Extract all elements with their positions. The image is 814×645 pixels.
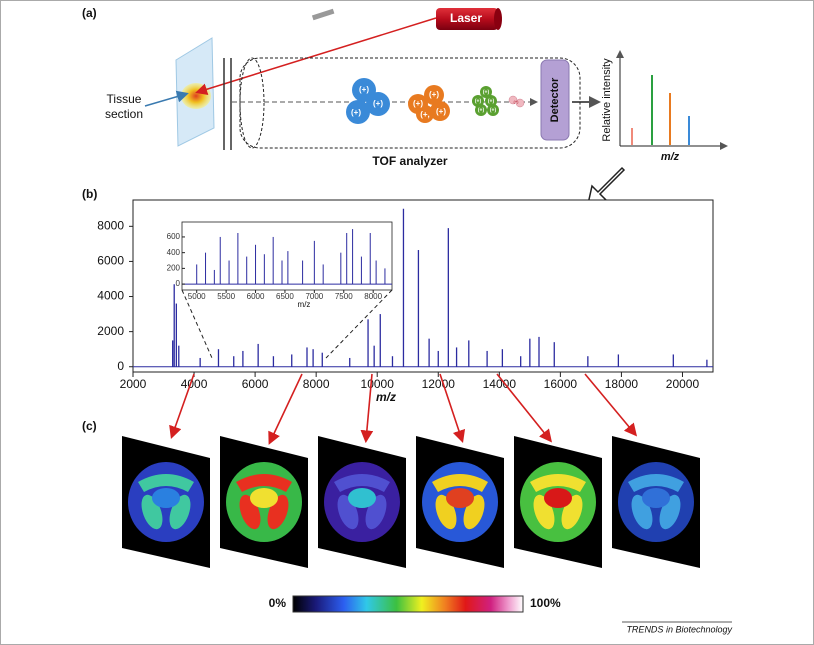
ion-label: (+) — [413, 99, 423, 108]
laser-beam — [195, 17, 437, 96]
arrow — [584, 373, 638, 437]
laser-end — [494, 8, 502, 30]
y-tick-label: 200 — [167, 263, 181, 272]
brain-region — [334, 474, 390, 492]
ion-label: (+) — [488, 98, 495, 104]
x-tick-label: 8000 — [303, 377, 330, 391]
credit: TRENDS in Biotechnology — [626, 624, 732, 634]
y-tick-label: 4000 — [97, 289, 124, 303]
arrow — [496, 373, 553, 443]
brain-core — [642, 488, 670, 508]
x-tick-label: 8000 — [364, 292, 382, 301]
brain-region — [236, 474, 292, 492]
axis-title: m/z — [298, 300, 311, 309]
x-tick-label: 12000 — [422, 377, 456, 391]
ion-cluster: (+) (+) (+) (+, — [408, 85, 450, 123]
y-tick-label: 600 — [167, 232, 181, 241]
x-tick-label: 2000 — [120, 377, 147, 391]
y-tick-label: 8000 — [97, 218, 124, 232]
ion-label: (+) — [429, 90, 439, 99]
arrow — [268, 373, 303, 445]
ion-label: (+) — [514, 99, 520, 104]
axis-title: Relative intensity — [601, 58, 613, 142]
ion-cluster: (+) — [508, 95, 525, 108]
x-tick-label: 6000 — [242, 377, 269, 391]
y-tick-label: 400 — [167, 248, 181, 257]
brain-region — [628, 474, 684, 492]
ion-label: (+) — [475, 98, 482, 104]
brain-region — [138, 474, 194, 492]
brain-region — [530, 474, 586, 492]
x-tick-label: 16000 — [544, 377, 578, 391]
brain-core — [348, 488, 376, 508]
x-tick-label: 6000 — [247, 292, 265, 301]
zoom-guide — [181, 289, 213, 359]
ion-label: (+) — [373, 99, 383, 108]
mini-spectrum — [616, 50, 728, 150]
ion-cluster: (+) (+) (+) — [346, 78, 390, 124]
ion-image — [514, 436, 602, 568]
y-tick-label: 2000 — [97, 324, 124, 338]
arrow — [360, 373, 374, 444]
x-tick-label: 5500 — [217, 292, 235, 301]
tissue-label: Tissue — [107, 92, 142, 106]
pointer — [144, 90, 189, 107]
y-tick-label: 6000 — [97, 254, 124, 268]
x-tick-label: 4000 — [181, 377, 208, 391]
colorbar — [292, 595, 524, 613]
tissue — [181, 83, 211, 109]
colorbar-max: 100% — [530, 596, 561, 610]
ion-label: (+) — [478, 107, 485, 113]
analyzer-label: TOF analyzer — [372, 154, 447, 168]
ion-image — [612, 436, 700, 568]
x-tick-label: 18000 — [605, 377, 639, 391]
laser — [436, 8, 498, 30]
ion-label: (+) — [436, 107, 446, 116]
tissue-label: section — [105, 107, 143, 121]
x-tick-label: 14000 — [483, 377, 517, 391]
brain-core — [446, 488, 474, 508]
x-tick-label: 10000 — [361, 377, 395, 391]
laser-label: Laser — [450, 11, 482, 25]
y-tick-label: 0 — [117, 359, 124, 373]
plot-area — [181, 221, 393, 291]
ion-label: (+) — [490, 107, 497, 113]
ion-image — [318, 436, 406, 568]
arrow — [169, 373, 195, 440]
tof-tube — [239, 57, 581, 149]
images — [122, 373, 700, 568]
x-tick-label: 7500 — [335, 292, 353, 301]
ion-image — [220, 436, 308, 568]
brain-core — [152, 488, 180, 508]
y-tick-label: 0 — [176, 279, 181, 288]
x-tick-label: 6500 — [276, 292, 294, 301]
brain-core — [250, 488, 278, 508]
colorbar-min: 0% — [269, 596, 287, 610]
ion-image — [122, 436, 210, 568]
x-tick-label: 5000 — [188, 292, 206, 301]
brain-region — [432, 474, 488, 492]
ion-label: (+, — [420, 110, 430, 119]
panel-label: (c) — [82, 419, 97, 433]
x-tick-label: 20000 — [666, 377, 700, 391]
ion-image — [416, 436, 504, 568]
ion-cluster: (+) (+) (+) (+) (+) — [472, 86, 499, 116]
detector-label: Detector — [549, 77, 561, 122]
arrow — [439, 373, 466, 444]
detector — [540, 59, 570, 141]
ion-label: (+) — [351, 108, 361, 117]
ion-label: (+) — [483, 89, 490, 95]
mirror — [311, 8, 335, 21]
x-tick-label: 7000 — [305, 292, 323, 301]
axis-title: m/z — [661, 151, 680, 163]
panel-label: (a) — [82, 6, 97, 20]
zoom-guide — [325, 289, 393, 359]
ion-label: (+) — [359, 85, 369, 94]
axis-title: m/z — [376, 390, 396, 404]
tof-end — [239, 57, 265, 149]
brain-core — [544, 488, 572, 508]
panel-label: (b) — [82, 187, 97, 201]
